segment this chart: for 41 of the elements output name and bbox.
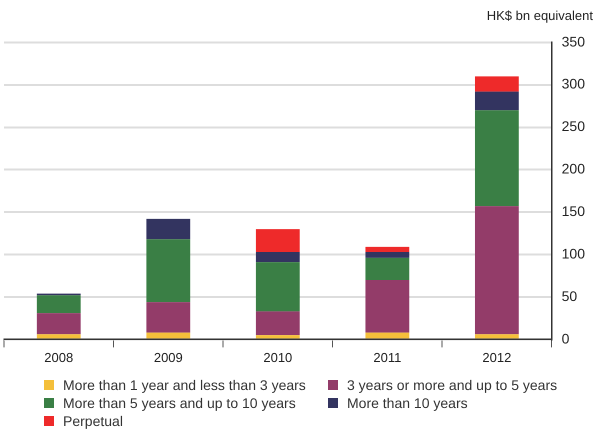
bar xyxy=(256,335,300,338)
bar xyxy=(365,252,410,258)
y-tick-label: 50 xyxy=(562,288,578,304)
legend-label: 3 years or more and up to 5 years xyxy=(347,377,558,393)
legend-label: More than 5 years and up to 10 years xyxy=(63,395,296,411)
bar xyxy=(146,302,190,333)
bar xyxy=(256,229,300,252)
bar xyxy=(474,206,519,334)
bar xyxy=(474,110,519,206)
x-tick-label: 2011 xyxy=(373,350,402,365)
bar xyxy=(256,262,300,312)
y-tick-label: 350 xyxy=(562,33,586,50)
bar xyxy=(256,252,300,262)
bar xyxy=(36,295,81,314)
y-tick-label: 250 xyxy=(562,118,586,134)
legend-label: More than 10 years xyxy=(347,395,468,411)
bar xyxy=(36,334,81,338)
bar xyxy=(146,239,190,302)
y-axis-title: HK$ bn equivalent xyxy=(486,8,593,23)
legend-label: More than 1 year and less than 3 years xyxy=(63,377,306,393)
y-tick-label: 150 xyxy=(562,202,586,219)
y-tick-label: 200 xyxy=(562,160,586,177)
x-tick-label: 2009 xyxy=(154,350,183,365)
legend-label: Perpetual xyxy=(63,413,123,429)
bar xyxy=(474,92,519,110)
x-tick-label: 2010 xyxy=(263,350,292,365)
bar xyxy=(365,258,410,280)
x-tick-label: 2012 xyxy=(482,350,512,365)
bar xyxy=(146,218,190,240)
bar xyxy=(474,334,519,338)
bar xyxy=(474,76,519,92)
y-tick-label: 300 xyxy=(562,76,586,92)
x-tick-label: 2008 xyxy=(44,350,74,365)
bar xyxy=(256,311,300,336)
bar xyxy=(365,246,410,252)
y-tick-label: 100 xyxy=(562,245,586,262)
bar xyxy=(146,332,190,338)
bar xyxy=(365,332,410,338)
bar xyxy=(365,280,410,333)
bar xyxy=(36,313,81,334)
y-tick-label: 0 xyxy=(562,330,570,346)
